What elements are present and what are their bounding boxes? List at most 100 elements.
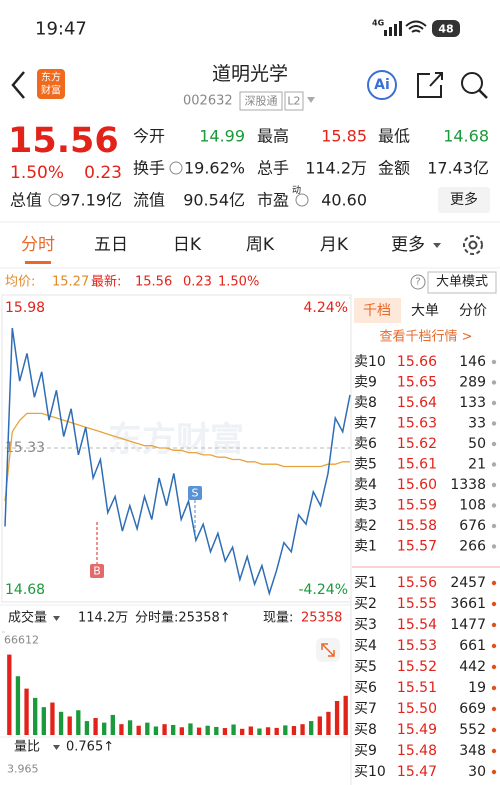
tab-active-bg: [354, 298, 401, 323]
tab[interactable]: 更多: [391, 235, 425, 255]
book-volume: 50: [468, 436, 486, 452]
volume-bar: [33, 697, 38, 735]
battery-icon: [432, 20, 460, 37]
logo: [37, 69, 65, 99]
book-dot: [491, 622, 497, 628]
book-volume: 30: [468, 764, 486, 780]
book-price: 15.51: [397, 680, 437, 696]
book-tab[interactable]: 分价: [459, 303, 487, 319]
book-price: 15.61: [397, 457, 437, 473]
ratio-label[interactable]: 量比: [14, 740, 40, 755]
book-label: 卖2: [354, 518, 377, 534]
network: 4G: [372, 19, 384, 28]
ai-button[interactable]: [367, 70, 397, 100]
book-price: 15.47: [397, 764, 437, 780]
volume-bar: [248, 726, 253, 735]
clock: 19:47: [35, 19, 87, 40]
volume-chart: 66612: [2, 631, 348, 735]
info-icon[interactable]: [169, 161, 183, 175]
field-value: 15.85: [321, 127, 367, 146]
last-price: 15.56: [8, 121, 119, 161]
tab[interactable]: 日K: [173, 235, 202, 255]
volume-bar: [214, 726, 219, 735]
volume-bar: [179, 727, 184, 735]
volume-bar: [67, 716, 72, 735]
book-link[interactable]: 查看千档行情 >: [379, 329, 472, 345]
book-price: 15.54: [397, 617, 437, 633]
volume-bar: [257, 728, 262, 735]
dropdown-icon[interactable]: [307, 97, 315, 103]
mode-label[interactable]: 大单模式: [436, 275, 488, 290]
settings-core: [468, 240, 478, 250]
volume-bar: [76, 710, 81, 735]
field-label: 总手: [257, 159, 289, 178]
book-dot: [491, 503, 497, 508]
field-value: 14.68: [443, 127, 489, 146]
ratio-max: 3.965: [7, 763, 39, 776]
buy-marker: [90, 564, 104, 578]
stock-code: 002632: [183, 94, 233, 109]
tab[interactable]: 月K: [320, 235, 349, 255]
book-dot: [491, 664, 497, 670]
more-button[interactable]: [438, 187, 490, 213]
volume-bar: [265, 727, 271, 735]
book-dot: [491, 544, 497, 549]
book-price: 15.59: [397, 498, 437, 514]
volume-bar: [171, 724, 176, 735]
help-text[interactable]: ?: [415, 277, 420, 288]
back-button[interactable]: [11, 71, 25, 99]
dropdown-icon: [53, 616, 60, 621]
volume-bar: [93, 717, 98, 735]
expand-icon: [321, 643, 335, 657]
field-label: 流值: [133, 191, 165, 210]
volume-bar: [162, 724, 167, 735]
book-dot: [491, 523, 497, 529]
book-label: 买9: [354, 743, 377, 759]
volume-bar: [24, 688, 29, 735]
book-volume: 146: [459, 354, 486, 370]
field-label: 金额: [378, 159, 410, 178]
order-book: 卖10 15.66 146 卖9 15.65 289 卖8 15.64 133 卖7 15.63 33…: [354, 354, 497, 780]
volume-bar: [127, 720, 133, 735]
tab[interactable]: 五日: [94, 235, 128, 255]
tag: L2: [287, 95, 300, 108]
mode-button[interactable]: [427, 271, 497, 294]
volume-total: 114.2万: [78, 611, 128, 626]
book-volume: 348: [459, 743, 486, 759]
book-label: 卖1: [354, 539, 377, 555]
book-dot: [491, 482, 497, 488]
book-tab[interactable]: 千档: [363, 303, 391, 319]
search-handle: [478, 89, 488, 99]
help-icon[interactable]: [410, 274, 426, 290]
volume-bar: [7, 654, 12, 735]
tab-active[interactable]: 分时: [21, 235, 55, 255]
book-tab[interactable]: 大单: [411, 303, 439, 319]
settings-button[interactable]: [463, 235, 483, 255]
book-price: 15.60: [397, 477, 437, 493]
info-icon[interactable]: [48, 193, 62, 207]
book-label: 买5: [354, 659, 377, 675]
book-volume: 2457: [450, 575, 486, 591]
book-volume: 108: [459, 498, 486, 514]
book-dot: [491, 400, 497, 406]
book-price: 15.66: [397, 354, 437, 370]
field-value: 19.62%: [184, 159, 245, 178]
book-label: 卖10: [354, 354, 386, 370]
volume-label[interactable]: 成交量: [8, 610, 47, 626]
volume-bar: [300, 724, 305, 735]
ai-label[interactable]: Ai: [374, 77, 390, 93]
search-button[interactable]: [461, 72, 483, 94]
avg-line: [4, 412, 350, 502]
info-icon[interactable]: [295, 193, 309, 207]
stock-name: 道明光学: [212, 63, 288, 85]
book-price: 15.55: [397, 596, 437, 612]
minute-volume: 分时量:25358↑: [135, 611, 231, 626]
share-button[interactable]: [417, 72, 443, 98]
current-volume: 25358: [301, 611, 342, 626]
more-label[interactable]: 更多: [450, 191, 478, 208]
book-volume: 442: [459, 659, 486, 675]
book-dot: [491, 748, 497, 754]
book-dot: [491, 727, 497, 733]
tab[interactable]: 周K: [246, 235, 275, 255]
